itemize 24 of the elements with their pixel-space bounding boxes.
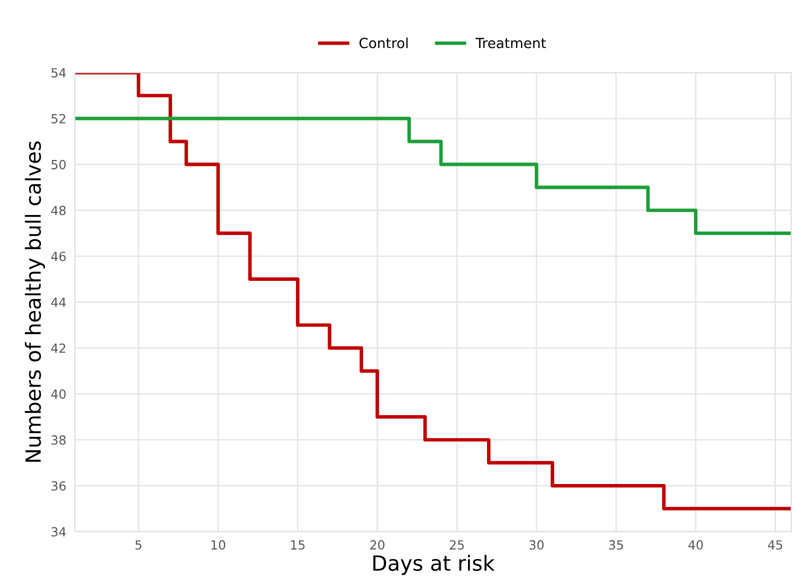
x-tick-label: 25 <box>450 540 464 550</box>
y-tick-label: 42 <box>51 343 66 353</box>
x-tick-label: 15 <box>291 540 305 550</box>
y-tick-label: 34 <box>52 527 66 537</box>
x-tick-label: 45 <box>768 540 782 550</box>
x-tick-label: 10 <box>212 540 226 550</box>
legend-label: Control <box>359 38 408 48</box>
x-tick-label: 40 <box>688 540 703 550</box>
x-tick-label: 35 <box>609 540 623 550</box>
legend-label: Treatment <box>476 38 546 48</box>
y-tick-label: 54 <box>52 68 66 78</box>
x-axis-title: Days at risk <box>373 554 495 575</box>
y-tick-label: 44 <box>51 298 66 307</box>
y-tick-label: 36 <box>52 481 66 491</box>
y-axis-title: Numbers of healthy bull calves <box>24 141 46 462</box>
y-tick-label: 50 <box>52 160 66 170</box>
y-tick-label: 40 <box>51 389 66 399</box>
x-tick-label: 5 <box>135 540 142 550</box>
y-tick-label: 52 <box>52 114 66 124</box>
y-tick-label: 38 <box>52 435 66 445</box>
y-tick-label: 48 <box>51 206 66 216</box>
x-tick-label: 20 <box>370 540 384 550</box>
y-tick-label: 46 <box>51 252 66 262</box>
x-tick-label: 30 <box>530 540 544 550</box>
